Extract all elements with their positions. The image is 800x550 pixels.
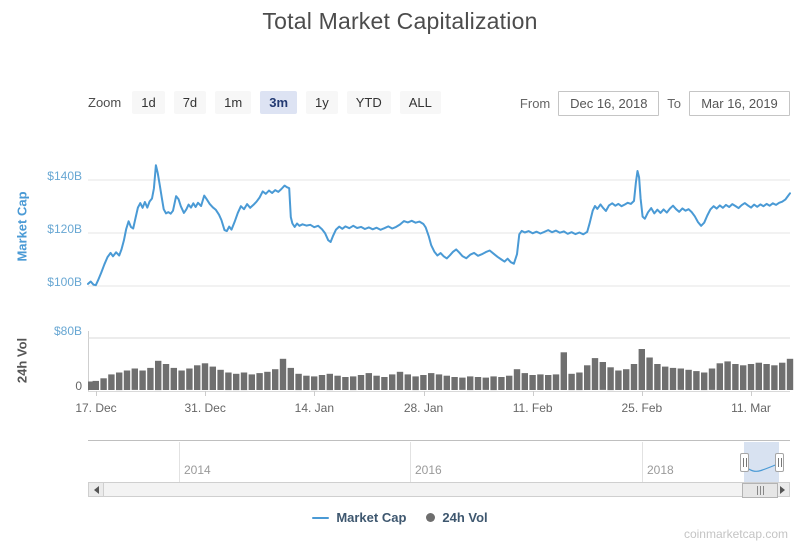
- xtick-mark: [641, 391, 643, 396]
- zoom-button-ytd[interactable]: YTD: [346, 91, 391, 114]
- xtick-label: 31. Dec: [184, 401, 226, 415]
- navigator[interactable]: 2014 2016 2018: [88, 440, 790, 482]
- navigator-right-handle[interactable]: [775, 453, 784, 472]
- legend-line-icon: [312, 516, 330, 519]
- navigator-mini-series: [743, 462, 780, 472]
- zoom-button-1d[interactable]: 1d: [132, 91, 165, 114]
- volume-axis-line: [88, 331, 89, 391]
- zoom-button-7d[interactable]: 7d: [173, 91, 207, 114]
- watermark: coinmarketcap.com: [683, 527, 788, 541]
- scrollbar[interactable]: [88, 482, 790, 498]
- navigator-gridline: [179, 442, 180, 482]
- scrollbar-left-arrow-icon[interactable]: [89, 483, 104, 496]
- ytick-120b: $120B: [47, 222, 82, 236]
- navigator-left-handle[interactable]: [740, 453, 749, 472]
- navigator-gridline: [642, 442, 643, 482]
- x-axis-line: [88, 391, 790, 392]
- legend-label: Market Cap: [336, 510, 407, 525]
- to-date-input[interactable]: [689, 91, 790, 116]
- zoom-label: Zoom: [88, 95, 122, 110]
- ytick-80b: $80B: [53, 324, 82, 338]
- legend-item-24h-vol[interactable]: 24h Vol: [426, 510, 488, 525]
- xtick-mark: [751, 391, 753, 396]
- zoom-button-all[interactable]: ALL: [399, 91, 441, 114]
- ytick-100b: $100B: [47, 275, 82, 289]
- zoom-button-group: Zoom 1d 7d 1m 3m 1y YTD ALL: [88, 91, 441, 114]
- navigator-year-label: 2016: [415, 463, 442, 477]
- xtick-label: 17. Dec: [75, 401, 117, 415]
- legend: Market Cap 24h Vol: [0, 510, 800, 525]
- navigator-gridline: [410, 442, 411, 482]
- from-label: From: [519, 96, 551, 111]
- legend-item-market-cap[interactable]: Market Cap: [312, 510, 406, 525]
- xtick-label: 11. Mar: [731, 401, 771, 415]
- to-label: To: [667, 96, 681, 111]
- xtick-mark: [96, 391, 97, 396]
- ytick-0: 0: [75, 379, 82, 393]
- xtick-mark: [532, 391, 534, 396]
- zoom-button-1m[interactable]: 1m: [215, 91, 252, 114]
- range-selector: Zoom 1d 7d 1m 3m 1y YTD ALL From To: [88, 91, 790, 116]
- navigator-year-label: 2014: [184, 463, 211, 477]
- navigator-selection[interactable]: [743, 442, 780, 482]
- zoom-button-1y[interactable]: 1y: [306, 91, 338, 114]
- xtick-mark: [205, 391, 207, 396]
- scrollbar-thumb[interactable]: [742, 483, 778, 498]
- xtick-label: 11. Feb: [512, 401, 553, 415]
- zoom-button-3m[interactable]: 3m: [260, 91, 298, 114]
- xtick-label: 28. Jan: [403, 401, 444, 415]
- legend-circle-icon: [426, 513, 436, 522]
- volume-chart[interactable]: [88, 330, 794, 392]
- ytick-140b: $140B: [47, 169, 82, 183]
- page-title: Total Market Capitalization: [262, 8, 538, 34]
- legend-label: 24h Vol: [442, 510, 488, 525]
- xtick-label: 25. Feb: [621, 401, 663, 415]
- market-cap-chart[interactable]: [87, 150, 791, 300]
- date-range-group: From To: [520, 91, 790, 116]
- xtick-label: 14. Jan: [294, 401, 335, 415]
- xtick-mark: [423, 391, 425, 396]
- xtick-mark: [314, 391, 316, 396]
- from-date-input[interactable]: [558, 91, 660, 116]
- navigator-year-label: 2018: [647, 463, 674, 477]
